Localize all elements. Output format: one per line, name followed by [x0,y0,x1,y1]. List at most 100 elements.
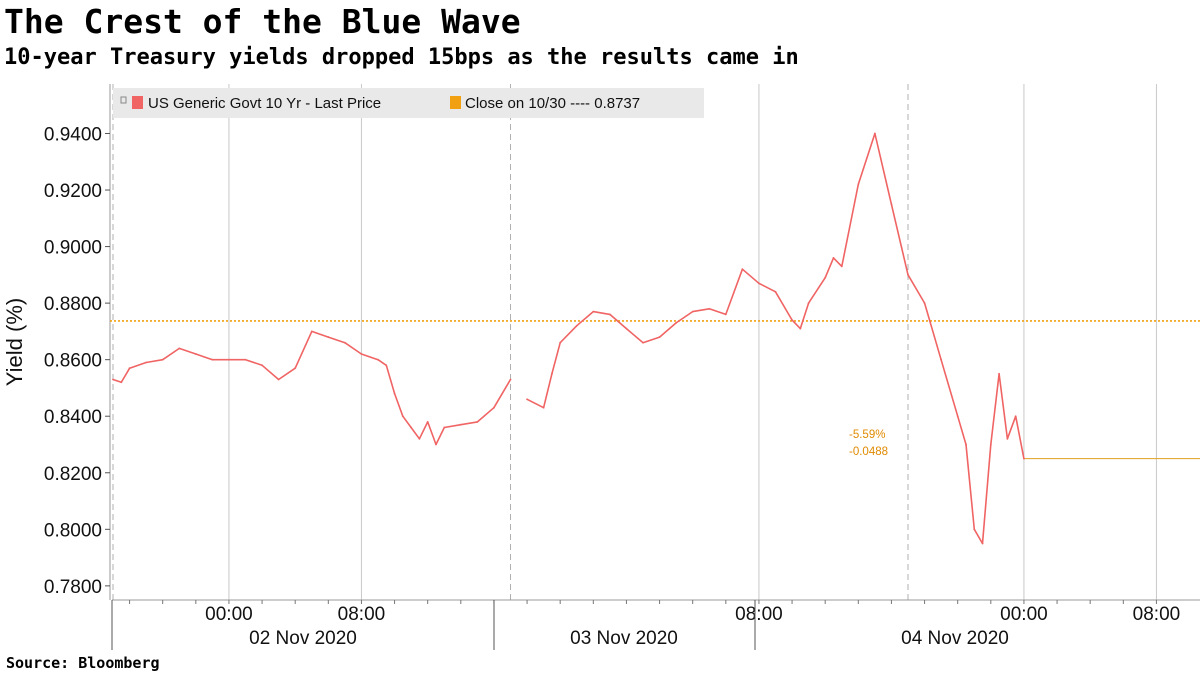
data-point [393,392,396,395]
data-point [1006,437,1009,440]
data-point [559,341,562,344]
data-point [385,364,388,367]
data-point [228,358,230,361]
data-point [840,265,843,268]
data-point [890,203,893,206]
data-point [758,282,760,285]
grid [112,84,1157,600]
data-point [178,347,181,350]
data-point [493,406,495,409]
y-axis: 0.7800 0.8000 0.8200 0.8400 0.8600 0.8800 0.90… [2,84,111,600]
data-point [294,367,297,370]
y-axis-title: Yield (%) [2,298,27,386]
data-point [824,276,827,279]
y-tick-label: 0.8400 [44,407,102,428]
data-point [542,406,545,409]
data-point [940,358,943,361]
data-point [526,398,528,401]
legend-series-label: US Generic Govt 10 Yr - Last Price [148,95,381,112]
annotation-abs-change: -0.0488 [849,446,888,458]
data-point [575,324,578,327]
data-point [807,302,810,305]
x-tick-label: 00:00 [1000,604,1048,625]
plot-area [110,84,1200,600]
data-point [724,313,727,316]
legend-marker-icon [120,96,127,104]
data-point [476,420,479,423]
data-point [327,336,330,338]
data-point [774,290,777,293]
data-point [981,542,984,545]
data-point [857,183,860,186]
date-label: 04 Nov 2020 [901,628,1009,649]
annotation-percent-change: -5.59% [849,429,885,441]
data-point [426,420,429,423]
legend-close-label: Close on 10/30 ---- 0.8737 [465,95,640,112]
data-point [377,358,379,361]
y-tick-label: 0.8000 [44,520,102,541]
data-point [244,358,247,361]
data-point [120,381,123,384]
data-point [1014,415,1017,418]
data-point [608,313,611,316]
data-point [592,310,595,313]
data-point [310,330,313,333]
data-point [1023,457,1025,460]
y-tick-label: 0.8600 [44,351,102,372]
data-point [873,132,876,135]
data-point [418,437,421,440]
legend[interactable]: US Generic Govt 10 Yr - Last Price Close… [113,88,704,118]
data-point [907,273,909,276]
x-axis: 00:00 08:00 08:00 00:00 08:00 02 Nov 2020 03 N… [111,599,1200,650]
data-point [708,307,711,310]
data-point [642,341,644,344]
data-point [435,443,437,446]
data-point [161,358,164,361]
data-point [691,310,694,313]
x-tick-label: 00:00 [205,604,253,625]
y-tick-label: 0.8200 [44,464,102,485]
chart-title: The Crest of the Blue Wave [4,2,521,41]
data-point [401,415,404,418]
data-point [675,322,678,324]
data-point [343,341,346,344]
data-point [443,426,446,429]
data-point [791,319,793,321]
data-point [128,367,131,370]
date-label: 02 Nov 2020 [249,628,357,649]
data-point [998,372,1000,375]
data-point [973,528,976,531]
data-point [360,353,363,355]
legend-background [113,88,704,118]
legend-close-swatch [450,96,461,109]
data-point [965,443,967,446]
source-note: Source: Bloomberg [6,654,160,672]
data-point [832,256,835,259]
data-point [277,378,280,381]
data-point [459,423,462,426]
data-point [261,364,263,367]
y-tick-label: 0.9400 [44,124,102,145]
data-point [509,378,512,381]
data-point [551,372,553,375]
data-point [923,302,926,305]
x-tick-label: 08:00 [338,604,386,625]
reference-lines [110,320,1200,460]
data-point [799,327,802,330]
x-tick-label: 08:00 [735,604,783,625]
date-label: 03 Nov 2020 [570,628,678,649]
data-point [194,353,197,355]
legend-series-swatch [132,96,143,109]
data-point [956,415,959,418]
data-point [112,378,114,381]
data-point [741,268,744,271]
y-tick-label: 0.7800 [44,577,102,598]
data-point [625,327,628,330]
x-tick-label: 08:00 [1133,604,1181,625]
series-layer [112,132,1025,545]
data-point [211,358,214,361]
series-line [112,132,1025,545]
y-tick-label: 0.9200 [44,181,102,202]
data-point [989,443,992,446]
